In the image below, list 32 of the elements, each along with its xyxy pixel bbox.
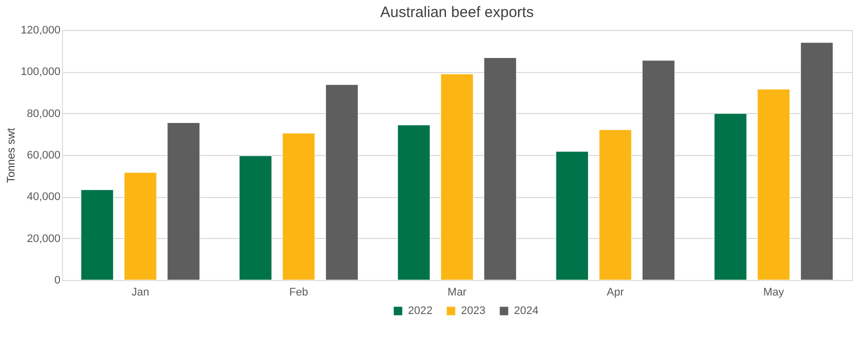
legend-label: 2024	[514, 305, 538, 317]
bar	[397, 124, 430, 280]
bar	[440, 74, 474, 280]
bar	[556, 151, 589, 280]
x-tick-label: May	[763, 286, 785, 298]
x-tick-label: Feb	[289, 286, 308, 298]
bar	[757, 88, 790, 280]
bar	[239, 156, 272, 280]
y-tick-label: 100,000	[20, 66, 60, 78]
bar	[325, 84, 358, 280]
y-tick-label: 60,000	[26, 150, 60, 162]
legend-label: 2023	[461, 305, 486, 317]
x-tick-label: Mar	[448, 286, 467, 298]
legend-label: 2022	[408, 305, 432, 317]
bar	[80, 190, 114, 280]
chart-title: Australian beef exports	[380, 4, 534, 21]
bar	[124, 172, 157, 280]
y-tick-label: 20,000	[26, 232, 60, 245]
bar	[484, 57, 517, 280]
y-axis-title: Tonnes swt	[6, 128, 18, 184]
bar	[282, 132, 316, 280]
x-tick-label: Apr	[606, 286, 624, 298]
bar	[167, 122, 200, 280]
bar	[714, 113, 747, 280]
bar	[800, 42, 834, 280]
y-tick-label: 120,000	[20, 24, 60, 36]
y-tick-label: 80,000	[26, 108, 60, 120]
y-tick-label: 40,000	[26, 191, 60, 204]
bar	[598, 130, 632, 280]
y-tick-label: 0	[54, 274, 60, 286]
bar	[642, 60, 675, 280]
x-tick-label: Jan	[131, 286, 150, 298]
